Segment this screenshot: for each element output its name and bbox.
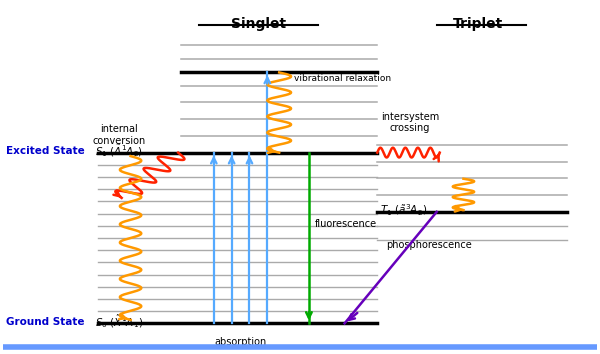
Text: Triplet: Triplet bbox=[453, 17, 503, 31]
Text: Excited State: Excited State bbox=[6, 146, 85, 156]
Text: $S_1$ $(\tilde{A}^1A_2)$: $S_1$ $(\tilde{A}^1A_2)$ bbox=[95, 143, 143, 159]
Text: Ground State: Ground State bbox=[6, 316, 84, 327]
Text: intersystem
crossing: intersystem crossing bbox=[381, 112, 439, 133]
Text: phosphorescence: phosphorescence bbox=[386, 240, 472, 250]
Text: fluorescence: fluorescence bbox=[315, 219, 377, 229]
Text: Singlet: Singlet bbox=[231, 17, 286, 31]
Text: vibrational relaxation: vibrational relaxation bbox=[294, 74, 391, 83]
Text: $S_0$ $(\tilde{X}^1A_1)$: $S_0$ $(\tilde{X}^1A_1)$ bbox=[95, 313, 143, 330]
Text: absorption: absorption bbox=[214, 337, 266, 347]
Text: $T_1$ $(\tilde{a}^3A_2)$: $T_1$ $(\tilde{a}^3A_2)$ bbox=[380, 202, 427, 218]
Text: internal
conversion: internal conversion bbox=[92, 124, 145, 145]
